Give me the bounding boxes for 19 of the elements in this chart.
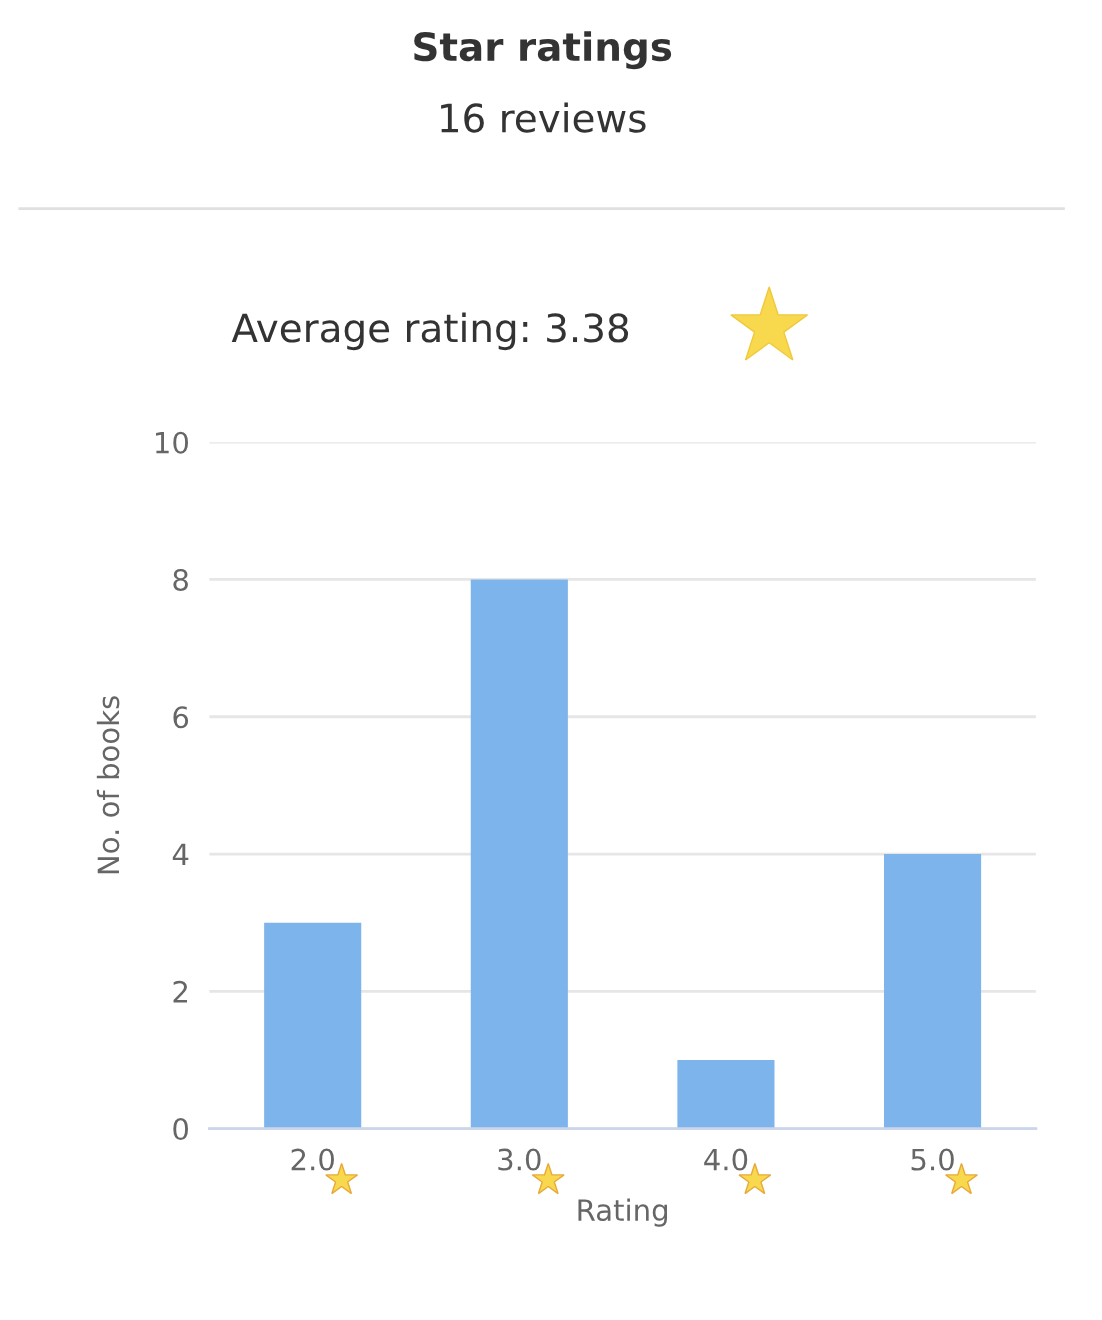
bar (470, 579, 568, 1129)
y-tick-label: 0 (173, 1118, 188, 1141)
bar (264, 922, 362, 1129)
x-tick-label: 4.0 (704, 1148, 748, 1171)
x-axis-title: Rating (578, 1198, 667, 1227)
y-tick-label: 2 (173, 980, 188, 1003)
y-axis-title: No. of books (96, 696, 120, 874)
x-tick-label: 2.0 (291, 1148, 334, 1171)
bar (884, 854, 982, 1129)
x-tick-label: 3.0 (498, 1148, 541, 1171)
y-tick-label: 4 (172, 843, 189, 866)
chart-title: Star ratings (414, 31, 672, 70)
y-tick-label: 6 (173, 706, 189, 729)
bar (677, 1059, 775, 1129)
chart-subtitle: 16 reviews (441, 102, 646, 133)
y-tick-label: 10 (156, 431, 188, 454)
text: Average rating: 3.38 (231, 312, 629, 351)
x-tick-label: 5.0 (911, 1148, 954, 1171)
y-tick-label: 8 (173, 568, 188, 591)
